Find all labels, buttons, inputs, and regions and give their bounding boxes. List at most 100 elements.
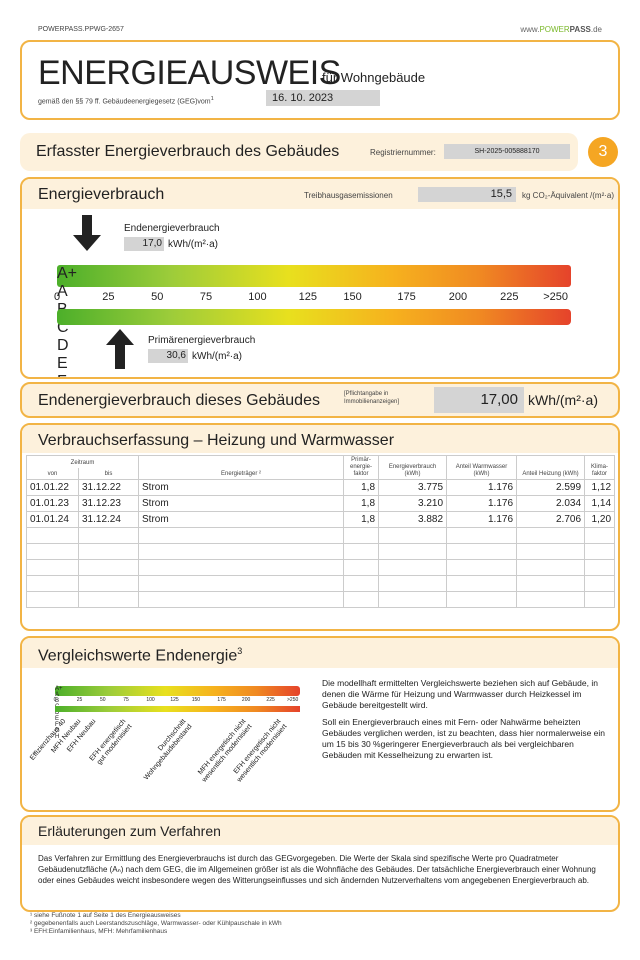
energy-class: A+: [55, 686, 63, 692]
table-cell: [446, 591, 518, 608]
energy-class: A+: [57, 265, 78, 282]
page-number: 3: [588, 137, 618, 167]
energy-class: C: [57, 319, 69, 336]
table-cell: [446, 575, 518, 592]
primary-arrow-shaft: [115, 345, 125, 369]
table-cell: [378, 591, 448, 608]
emissions-unit: kg CO₂-Äquivalent /(m²·a): [522, 191, 615, 200]
reference-label: EFH energetisch nicht wesentlich moderni…: [232, 718, 289, 784]
table-cell: [343, 527, 380, 544]
table-cell: [138, 543, 345, 560]
consumption-table: Zeitraum Energieträger ² Primär-energie-…: [25, 455, 616, 608]
table-cell: 1,20: [584, 511, 616, 528]
footnotes: ¹ siehe Fußnote 1 auf Seite 1 des Energi…: [30, 912, 282, 936]
site-prefix: www.: [520, 25, 540, 34]
comparison-text: Die modellhaft ermittelten Vergleichswer…: [322, 678, 607, 761]
footnote-mark: 3: [237, 646, 243, 656]
table-row: [26, 575, 616, 592]
table-cell: 31.12.23: [77, 495, 140, 512]
footnote-mark: 1: [210, 96, 214, 102]
table-cell: [343, 559, 380, 576]
table-cell: [584, 527, 616, 544]
table-cell: Strom: [138, 479, 345, 496]
table-cell: [516, 543, 586, 560]
footnote: ² gegebenenfalls auch Leerstandszuschläg…: [30, 920, 282, 927]
consumption-title: Verbrauchserfassung – Heizung und Warmwa…: [38, 432, 395, 449]
scale-tick: 200: [241, 697, 251, 703]
table-cell: 01.01.22: [26, 479, 79, 496]
table-cell: 2.706: [516, 511, 586, 528]
energy-title: Energieverbrauch: [38, 186, 165, 203]
legal-text: gemäß den §§ 79 ff. Gebäudeenergiegesetz…: [38, 98, 211, 106]
building-value: 17,00: [434, 387, 524, 413]
table-cell: [446, 543, 518, 560]
table-row: 01.01.22 31.12.22 Strom 1,8 3.775 1.176 2.599 1…: [26, 479, 616, 496]
table-cell: [138, 575, 345, 592]
table-cell: [516, 591, 586, 608]
table-cell: [516, 559, 586, 576]
scale-tick: 100: [146, 697, 155, 703]
scale-tick: 125: [170, 697, 179, 703]
table-cell: [26, 591, 79, 608]
comparison-box: Vergleichswerte Endenergie3 A+ABCDEFGH 0…: [20, 636, 620, 812]
table-cell: 31.12.22: [77, 479, 140, 496]
table-cell: [138, 591, 345, 608]
explanation-title: Erläuterungen zum Verfahren: [38, 823, 221, 839]
table-cell: [77, 559, 140, 576]
table-cell: 1,8: [343, 495, 380, 512]
energy-header: [22, 179, 618, 209]
table-cell: [446, 559, 518, 576]
table-row: 01.01.23 31.12.23 Strom 1,8 3.210 1.176 2.034 1…: [26, 495, 616, 512]
scale-tick: 175: [397, 291, 416, 303]
table-cell: [343, 591, 380, 608]
scale-tick: 0: [53, 697, 57, 703]
scale-tick: 175: [217, 697, 226, 703]
scale-tick: 75: [123, 697, 129, 703]
final-label: Endenergieverbrauch: [124, 223, 220, 234]
consumption-header: [22, 425, 618, 453]
header-cell: Anteil Heizung (kWh): [516, 455, 586, 480]
table-cell: [584, 559, 616, 576]
table-cell: [343, 575, 380, 592]
table-cell: 3.882: [378, 511, 448, 528]
energy-class: A: [57, 283, 68, 300]
table-cell: 1,8: [343, 479, 380, 496]
table-cell: [584, 575, 616, 592]
emissions-label: Treibhausgasemissionen: [304, 191, 393, 200]
table-cell: [77, 591, 140, 608]
comparison-bar: [55, 706, 300, 712]
energy-class: F: [57, 373, 150, 377]
header-cell: Klima-faktor: [584, 455, 616, 480]
table-cell: 01.01.24: [26, 511, 79, 528]
header-cell: Energieträger ²: [138, 455, 345, 480]
energy-class: D: [55, 710, 60, 716]
primary-label: Primärenergieverbrauch: [148, 335, 256, 346]
final-unit: kWh/(m²·a): [168, 239, 218, 250]
scale-tick: 100: [248, 291, 267, 303]
consumption-box: Verbrauchserfassung – Heizung und Warmwa…: [20, 423, 620, 631]
registration-label: Registriernummer:: [370, 148, 436, 157]
scale-tick: >250: [287, 697, 299, 703]
scale-tick: 75: [199, 291, 213, 303]
header-cell: Energieverbrauch (kWh): [378, 455, 448, 480]
scale-tick: 50: [99, 697, 106, 703]
header-cell: Zeitraum: [25, 455, 140, 468]
header-cell: von: [26, 467, 79, 480]
energy-class: A: [55, 692, 60, 698]
scale-tick: 0: [53, 291, 61, 303]
table-cell: [584, 591, 616, 608]
comparison-title-text: Vergleichswerte Endenergie: [38, 647, 238, 665]
explanation-text: Das Verfahren zur Ermittlung des Energie…: [38, 854, 596, 885]
table-cell: 3.775: [378, 479, 448, 496]
header-cell: Primär-energie-faktor: [343, 455, 380, 480]
table-cell: 1,12: [584, 479, 616, 496]
table-cell: [343, 543, 380, 560]
scale-tick: 225: [500, 291, 519, 303]
energy-box: Energieverbrauch Treibhausgasemissionen …: [20, 177, 620, 379]
table-cell: Strom: [138, 511, 345, 528]
table-cell: 2.034: [516, 495, 586, 512]
scale-tick: 150: [191, 697, 201, 703]
table-cell: [77, 575, 140, 592]
header-cell: Anteil Warmwasser (kWh): [446, 455, 518, 480]
final-arrow-head: [73, 235, 101, 251]
